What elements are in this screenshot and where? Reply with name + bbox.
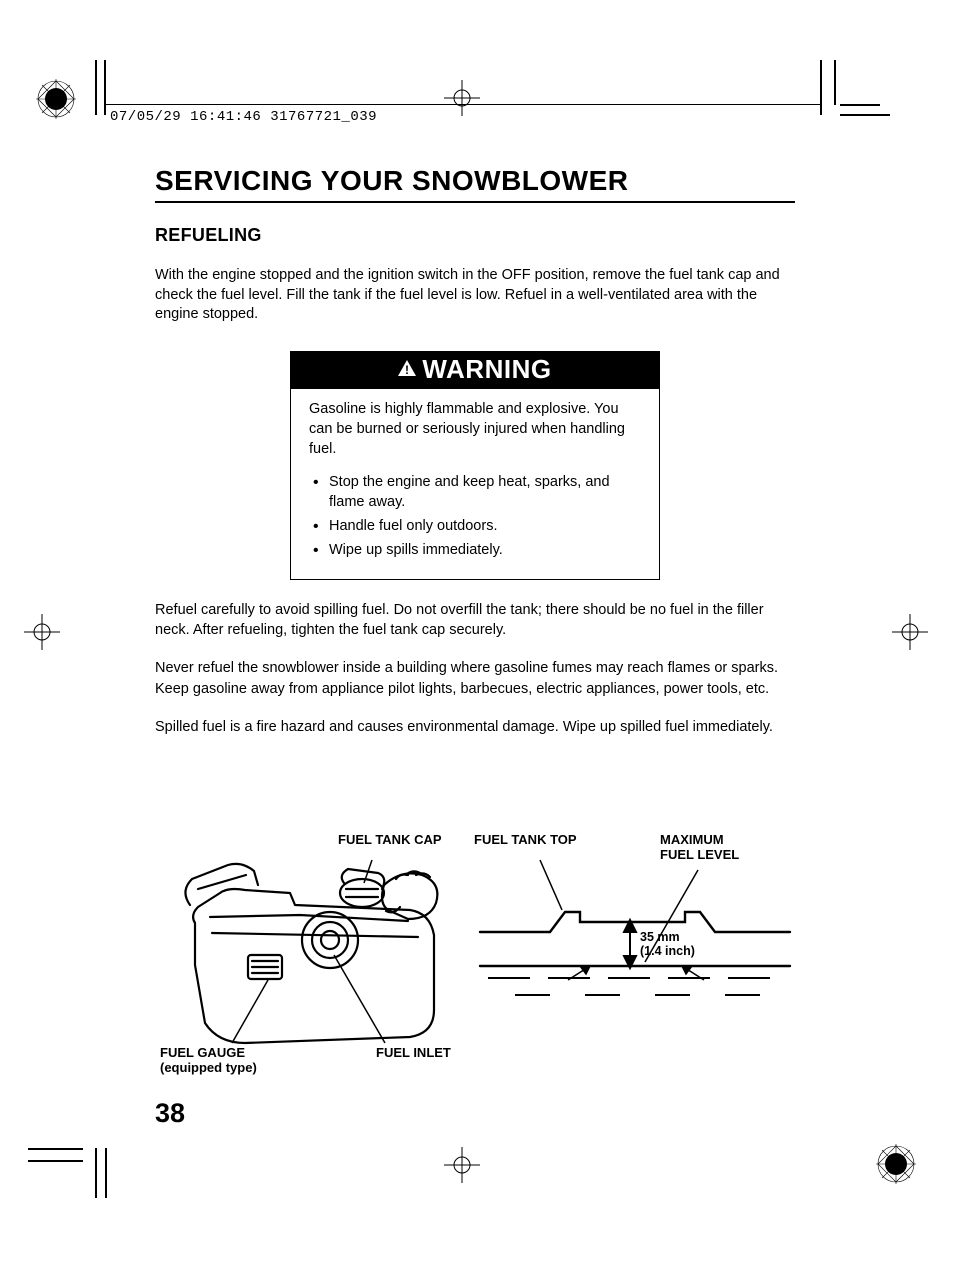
page-content: SERVICING YOUR SNOWBLOWER REFUELING With… [155,165,795,755]
warning-bullet: Wipe up spills immediately. [313,540,641,560]
fuel-tank-illustration [150,845,470,1065]
label-dim-l1: 35 mm [640,930,680,944]
fuel-level-diagram [470,850,800,1020]
warning-paragraph: Gasoline is highly flammable and explosi… [309,399,641,460]
header-rule [104,104,820,105]
reg-mark-bottom-right [872,1140,920,1188]
crosshair-top [442,78,482,118]
label-max-level-l1: MAXIMUM [660,832,724,847]
print-timestamp: 07/05/29 16:41:46 31767721_039 [110,109,377,125]
label-fuel-gauge-l1: FUEL GAUGE [160,1045,245,1060]
crosshair-right [890,612,930,652]
label-fuel-gauge-l2: (equipped type) [160,1060,257,1075]
crosshair-left [22,612,62,652]
label-dim-l2: (1.4 inch) [640,944,695,958]
warning-caption: WARNING [422,354,551,385]
intro-paragraph: With the engine stopped and the ignition… [155,266,795,325]
figure-area: FUEL TANK CAP FUEL TANK TOP MAXIMUM FUEL… [150,830,810,1090]
warning-bullet: Stop the engine and keep heat, sparks, a… [313,472,641,513]
page-title: SERVICING YOUR SNOWBLOWER [155,165,795,203]
section-heading: REFUELING [155,225,795,246]
page-number: 38 [155,1098,185,1129]
crosshair-bottom [442,1145,482,1185]
warning-triangle-icon: ! [398,360,416,379]
body-text: Refuel carefully to avoid spilling fuel.… [155,600,795,737]
label-dimension: 35 mm (1.4 inch) [640,930,695,959]
body-p2: Never refuel the snowblower inside a bui… [155,658,795,699]
warning-box: ! WARNING Gasoline is highly flammable a… [290,351,660,580]
label-fuel-tank-top: FUEL TANK TOP [474,833,577,848]
warning-header: ! WARNING [291,352,659,389]
label-fuel-inlet: FUEL INLET [376,1046,451,1061]
warning-body: Gasoline is highly flammable and explosi… [291,389,659,579]
body-p1: Refuel carefully to avoid spilling fuel.… [155,600,795,641]
svg-text:!: ! [405,363,409,376]
label-fuel-gauge: FUEL GAUGE (equipped type) [160,1046,257,1076]
reg-mark-top-left [32,75,80,123]
body-p3: Spilled fuel is a fire hazard and causes… [155,717,795,737]
warning-bullet: Handle fuel only outdoors. [313,516,641,536]
